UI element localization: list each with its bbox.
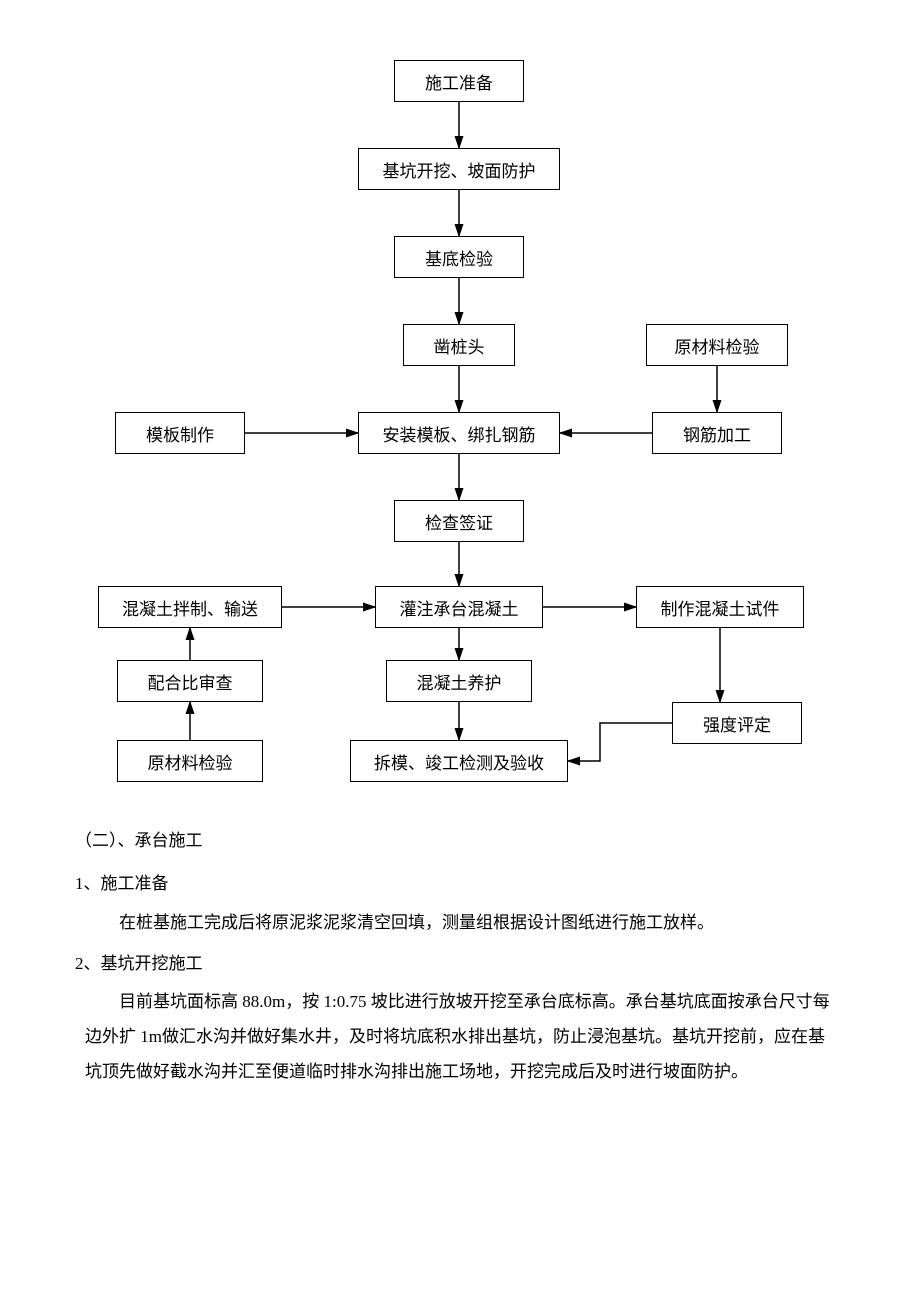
flowchart-node-n8: 钢筋加工: [652, 412, 782, 454]
flowchart-node-n12: 制作混凝土试件: [636, 586, 804, 628]
document-text: （二）、承台施工 1、施工准备 在桩基施工完成后将原泥浆泥浆清空回填，测量组根据…: [0, 824, 920, 1130]
section-heading: （二）、承台施工: [75, 824, 835, 859]
flowchart-node-n2: 基坑开挖、坡面防护: [358, 148, 560, 190]
flowchart-node-n3: 基底检验: [394, 236, 524, 278]
flowchart-node-n11: 灌注承台混凝土: [375, 586, 543, 628]
flowchart-node-n17: 拆模、竣工检测及验收: [350, 740, 568, 782]
sub1-heading: 1、施工准备: [75, 867, 835, 902]
flowchart-node-n9: 检查签证: [394, 500, 524, 542]
flowchart-node-n6: 模板制作: [115, 412, 245, 454]
flowchart-node-n13: 配合比审查: [117, 660, 263, 702]
flowchart-node-n1: 施工准备: [394, 60, 524, 102]
sub1-para: 在桩基施工完成后将原泥浆泥浆清空回填，测量组根据设计图纸进行施工放样。: [85, 906, 835, 941]
flowchart-node-n4: 凿桩头: [403, 324, 515, 366]
flowchart-node-n5: 原材料检验: [646, 324, 788, 366]
sub2-heading: 2、基坑开挖施工: [75, 947, 835, 982]
flowchart-node-n14: 混凝土养护: [386, 660, 532, 702]
flowchart-container: 施工准备基坑开挖、坡面防护基底检验凿桩头原材料检验模板制作安装模板、绑扎钢筋钢筋…: [0, 0, 920, 820]
sub2-para: 目前基坑面标高 88.0m，按 1:0.75 坡比进行放坡开挖至承台底标高。承台…: [85, 985, 835, 1090]
flowchart-node-n16: 原材料检验: [117, 740, 263, 782]
flowchart-node-n7: 安装模板、绑扎钢筋: [358, 412, 560, 454]
flowchart-node-n15: 强度评定: [672, 702, 802, 744]
flowchart-node-n10: 混凝土拌制、输送: [98, 586, 282, 628]
